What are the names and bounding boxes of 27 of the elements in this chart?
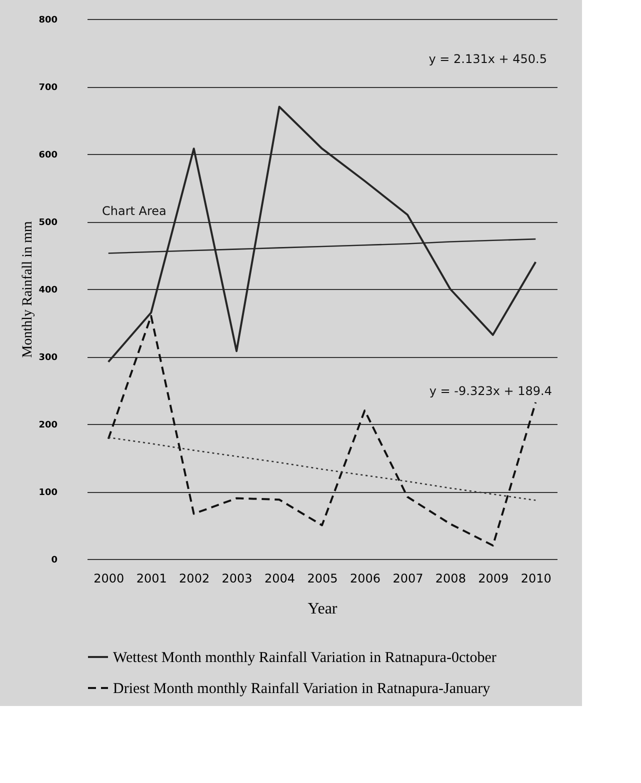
y-tick-label: 700 bbox=[38, 83, 58, 93]
y-tick-label: 0 bbox=[51, 556, 58, 566]
y-tick-label: 400 bbox=[38, 286, 58, 296]
y-tick-label: 600 bbox=[38, 150, 58, 160]
y-tick-label: 500 bbox=[38, 218, 58, 228]
x-tick-label: 2006 bbox=[350, 572, 380, 586]
legend-label: Driest Month monthly Rainfall Variation in Ratnapura-January bbox=[113, 681, 491, 697]
annotation: Chart Area bbox=[102, 204, 166, 218]
y-tick-label: 200 bbox=[38, 420, 58, 430]
y-tick-label: 100 bbox=[38, 488, 58, 498]
x-tick-label: 2008 bbox=[435, 572, 466, 586]
x-tick-label: 2010 bbox=[520, 572, 552, 586]
y-axis-title: Monthly Rainfall in mm bbox=[20, 221, 36, 358]
x-tick-label: 2002 bbox=[179, 572, 210, 586]
x-tick-label: 2001 bbox=[136, 572, 167, 586]
y-tick-label: 800 bbox=[38, 16, 58, 26]
x-tick-label: 2003 bbox=[222, 572, 252, 586]
x-tick-label: 2005 bbox=[307, 572, 338, 586]
annotation: y = -9.323x + 189.4 bbox=[429, 384, 552, 398]
legend-label: Wettest Month monthly Rainfall Variation in Ratnapura-0ctober bbox=[113, 650, 496, 666]
x-axis-title: Year bbox=[308, 600, 338, 618]
y-tick-label: 300 bbox=[38, 353, 58, 363]
x-tick-label: 2007 bbox=[392, 572, 424, 586]
x-tick-label: 2009 bbox=[478, 572, 509, 586]
x-tick-label: 2000 bbox=[94, 572, 124, 586]
x-tick-label: 2004 bbox=[264, 572, 296, 586]
annotation: y = 2.131x + 450.5 bbox=[428, 52, 547, 66]
